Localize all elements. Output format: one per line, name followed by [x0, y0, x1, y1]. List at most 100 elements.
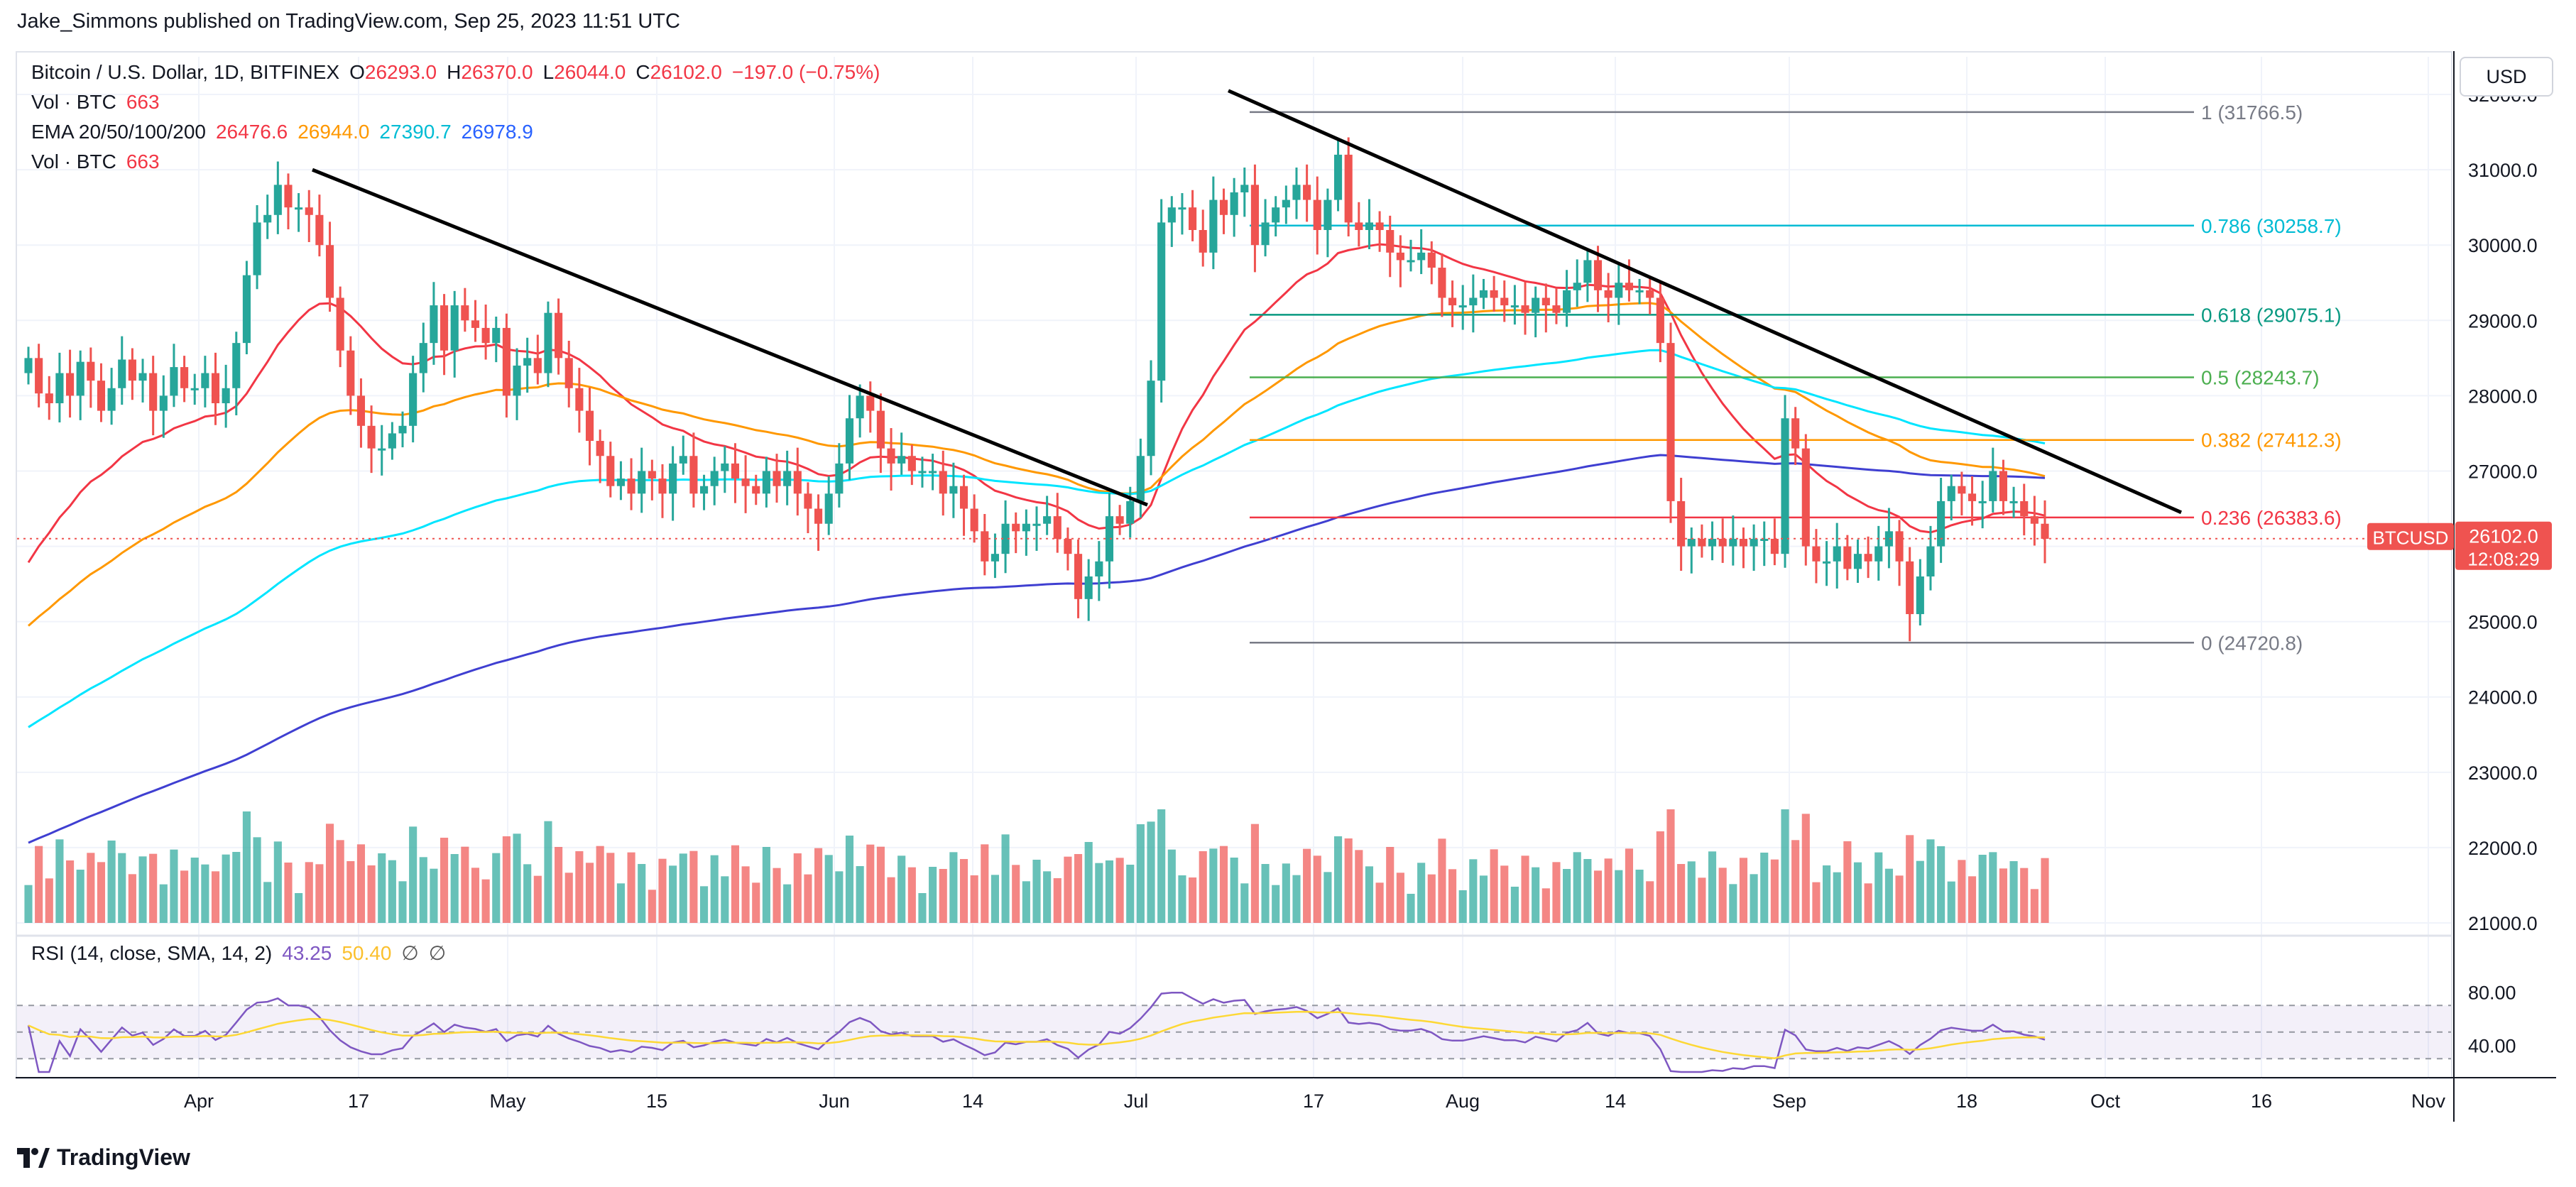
- volume-bar: [430, 868, 438, 923]
- volume-bar: [378, 853, 386, 923]
- candle-body: [1739, 538, 1748, 547]
- volume-bar: [783, 884, 792, 923]
- volume-bar: [242, 811, 251, 923]
- time-tick-label: 17: [348, 1090, 369, 1112]
- price-tick-label: 27000.0: [2468, 461, 2538, 482]
- volume-bar: [2009, 861, 2018, 923]
- candle-body: [1635, 290, 1644, 292]
- low-label: L: [542, 61, 555, 83]
- candle-body: [190, 388, 199, 390]
- candle-body: [430, 305, 438, 344]
- volume-bar: [907, 867, 916, 923]
- time-tick-label: May: [489, 1090, 526, 1112]
- candle-body: [138, 373, 147, 381]
- volume-legend-1[interactable]: Vol · BTC 663: [31, 91, 160, 114]
- candle-body: [773, 471, 781, 486]
- candle-body: [295, 207, 303, 210]
- symbol-title[interactable]: Bitcoin / U.S. Dollar, 1D, BITFINEX: [31, 61, 340, 83]
- volume-legend-2[interactable]: Vol · BTC 663: [31, 151, 160, 173]
- volume-bar: [1157, 809, 1166, 923]
- volume-bar: [1687, 861, 1696, 923]
- volume-bar: [315, 864, 324, 923]
- candle-body: [1219, 199, 1228, 215]
- volume-bar: [1729, 884, 1737, 923]
- volume-bar: [1989, 852, 1997, 923]
- candle-body: [1958, 486, 1966, 494]
- candle-body: [1874, 546, 1883, 562]
- candle-body: [1438, 268, 1446, 298]
- symbol-legend[interactable]: Bitcoin / U.S. Dollar, 1D, BITFINEX O262…: [31, 61, 880, 84]
- volume-bar: [1396, 873, 1404, 923]
- volume-bar: [773, 868, 781, 923]
- candle-body: [1625, 283, 1633, 290]
- candlesticks: [24, 137, 2049, 642]
- volume-bar: [87, 853, 95, 923]
- volume-bar: [564, 873, 573, 923]
- candle-body: [1698, 538, 1706, 547]
- candle-body: [419, 343, 427, 373]
- candle-body: [273, 185, 282, 215]
- candle-body: [450, 305, 459, 351]
- volume-bar: [1438, 838, 1446, 923]
- candle-body: [1937, 500, 1945, 547]
- volume-bar: [1718, 868, 1727, 923]
- volume-bar: [1490, 849, 1498, 923]
- rsi-legend[interactable]: RSI (14, close, SMA, 14, 2) 43.25 50.40 …: [31, 941, 446, 965]
- time-tick-label: Jun: [819, 1090, 850, 1112]
- candle-body: [1604, 290, 1612, 298]
- volume-bar: [35, 846, 43, 923]
- volume-bar: [804, 874, 812, 923]
- candle-body: [1801, 448, 1810, 547]
- candle-body: [211, 373, 220, 403]
- volume-bar: [211, 871, 220, 923]
- volume-bar: [1906, 835, 1914, 923]
- volume-bar: [1573, 852, 1581, 923]
- candle-body: [1479, 290, 1488, 298]
- candle-body: [669, 463, 677, 494]
- currency-button[interactable]: USD: [2460, 57, 2553, 97]
- candle-body: [325, 245, 334, 298]
- volume-bar: [1926, 839, 1935, 923]
- candle-body: [1906, 561, 1914, 615]
- candle-body: [1074, 554, 1083, 599]
- volume-bar: [1750, 874, 1758, 923]
- volume-bar: [669, 865, 677, 923]
- candle-body: [367, 425, 376, 449]
- volume-bar: [336, 840, 344, 923]
- time-tick-label: Aug: [1446, 1090, 1480, 1112]
- candle-body: [648, 471, 656, 479]
- tradingview-footer[interactable]: TradingView: [17, 1144, 190, 1171]
- candle-body: [170, 367, 178, 396]
- candle-body: [87, 361, 95, 381]
- candle-body: [970, 508, 978, 532]
- price-tick-label: 21000.0: [2468, 913, 2538, 934]
- volume-bar: [1708, 851, 1717, 923]
- volume-bar: [1937, 846, 1945, 923]
- candle-body: [1864, 554, 1872, 562]
- volume-bar: [65, 860, 75, 923]
- candle-body: [1884, 531, 1893, 547]
- candle-body: [1105, 516, 1114, 562]
- ema-legend[interactable]: EMA 20/50/100/200 26476.6 26944.0 27390.…: [31, 121, 533, 143]
- volume-bar: [1282, 863, 1290, 923]
- volume-bar: [1895, 875, 1904, 923]
- volume-bar: [1812, 882, 1821, 923]
- candle-body: [1427, 252, 1436, 268]
- fib-level-label: 1 (31766.5): [2201, 102, 2303, 124]
- volume-bar: [1407, 894, 1415, 923]
- candle-body: [1718, 538, 1727, 547]
- candle-body: [222, 388, 230, 403]
- volume-bar: [388, 860, 396, 923]
- volume-bar: [2030, 889, 2039, 923]
- volume-bar: [648, 890, 656, 923]
- volume-bar: [555, 847, 563, 923]
- candle-body: [793, 471, 802, 494]
- candle-body: [1001, 523, 1010, 554]
- volume-bar: [1064, 856, 1072, 923]
- candle-body: [1833, 546, 1841, 562]
- volume-bar: [1115, 858, 1124, 923]
- candle-body: [1926, 546, 1935, 576]
- volume-bar: [232, 852, 241, 923]
- volume-bar: [866, 844, 875, 923]
